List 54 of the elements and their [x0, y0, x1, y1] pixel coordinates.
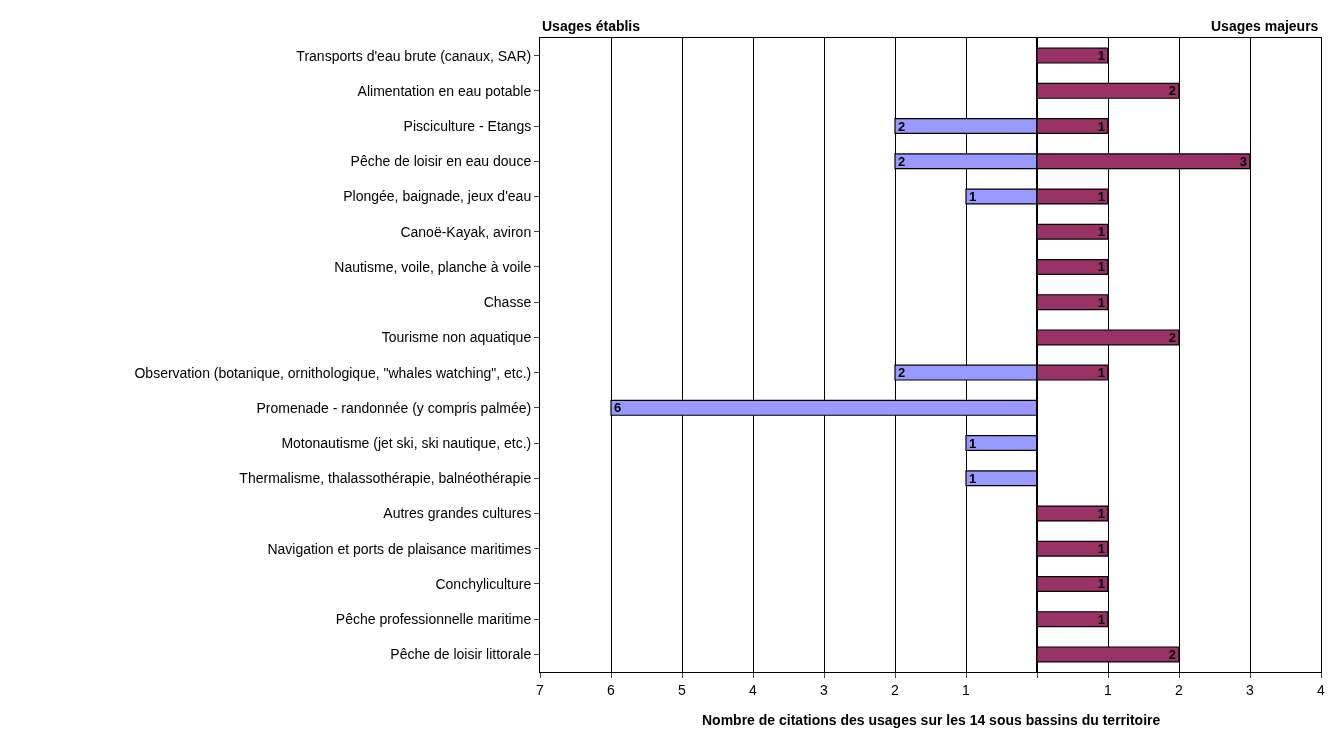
x-tick-label: 2	[1175, 681, 1184, 698]
y-tick-label: Canoë-Kayak, aviron	[400, 223, 532, 240]
y-tick-label: Chasse	[483, 294, 532, 311]
x-tick-label: 1	[1104, 681, 1113, 698]
x-tick-label: 3	[1246, 681, 1255, 698]
y-tick-label: Pisciculture - Etangs	[403, 117, 532, 134]
data-label: 1	[1097, 118, 1105, 134]
x-tick-label: 2	[891, 681, 900, 698]
x-tick-label: 3	[820, 681, 829, 698]
y-tick-label: Motonautisme (jet ski, ski nautique, etc.)	[281, 434, 532, 451]
y-tick-label: Pêche professionnelle maritime	[335, 611, 532, 628]
y-tick-label: Autres grandes cultures	[383, 505, 532, 522]
y-tick-label: Nautisme, voile, planche à voile	[334, 258, 532, 275]
y-tick-label: Observation (botanique, ornithologique, "whales watching", etc.)	[134, 364, 532, 381]
y-tick-label: Plongée, baignade, jeux d'eau	[343, 188, 532, 205]
x-tick-label: 6	[607, 681, 616, 698]
data-label: 1	[1097, 224, 1105, 240]
y-tick-label: Pêche de loisir littorale	[390, 646, 532, 663]
y-tick-label: Thermalisme, thalassothérapie, balnéothérapie	[239, 470, 532, 487]
data-label: 2	[1168, 83, 1176, 99]
text: Usages majeurs	[1211, 18, 1319, 34]
y-tick-label: Promenade - randonnée (y compris palmée)	[256, 399, 532, 416]
x-axis-title: Nombre de citations des usages sur les 14 sous bassins du territoire	[702, 712, 1161, 728]
y-tick-label: Navigation et ports de plaisance maritimes	[267, 540, 532, 557]
data-label: 2	[898, 365, 906, 381]
data-label: 1	[1097, 576, 1105, 592]
text: Usages établis	[542, 18, 641, 34]
data-label: 6	[614, 400, 622, 416]
y-tick-label: Transports d'eau brute (canaux, SAR)	[296, 47, 532, 64]
data-label: 1	[969, 470, 977, 486]
x-tick-label: 7	[536, 681, 545, 698]
y-tick-label: Conchyliculture	[435, 575, 532, 592]
data-label: 1	[1097, 611, 1105, 627]
y-tick-label: Pêche de loisir en eau douce	[350, 153, 532, 170]
data-label: 1	[1097, 294, 1105, 310]
data-label: 1	[1097, 365, 1105, 381]
data-label: 1	[1097, 48, 1105, 64]
y-tick-label: Alimentation en eau potable	[357, 82, 532, 99]
data-label: 1	[1097, 259, 1105, 275]
data-label: 2	[1168, 646, 1176, 662]
x-tick-label: 1	[962, 681, 971, 698]
x-tick-label: 5	[678, 681, 687, 698]
data-label: 1	[1097, 506, 1105, 521]
data-label: 3	[1239, 153, 1247, 169]
y-tick-label: Tourisme non aquatique	[381, 329, 532, 346]
data-label: 2	[1168, 329, 1176, 345]
data-label: 1	[1097, 189, 1105, 204]
data-label: 1	[1097, 541, 1105, 557]
x-tick-label: 4	[749, 681, 758, 698]
data-label: 1	[969, 435, 977, 451]
x-tick-label: 4	[1317, 681, 1326, 698]
data-label: 2	[898, 118, 906, 134]
data-label: 2	[898, 153, 906, 169]
data-label: 1	[969, 189, 977, 204]
